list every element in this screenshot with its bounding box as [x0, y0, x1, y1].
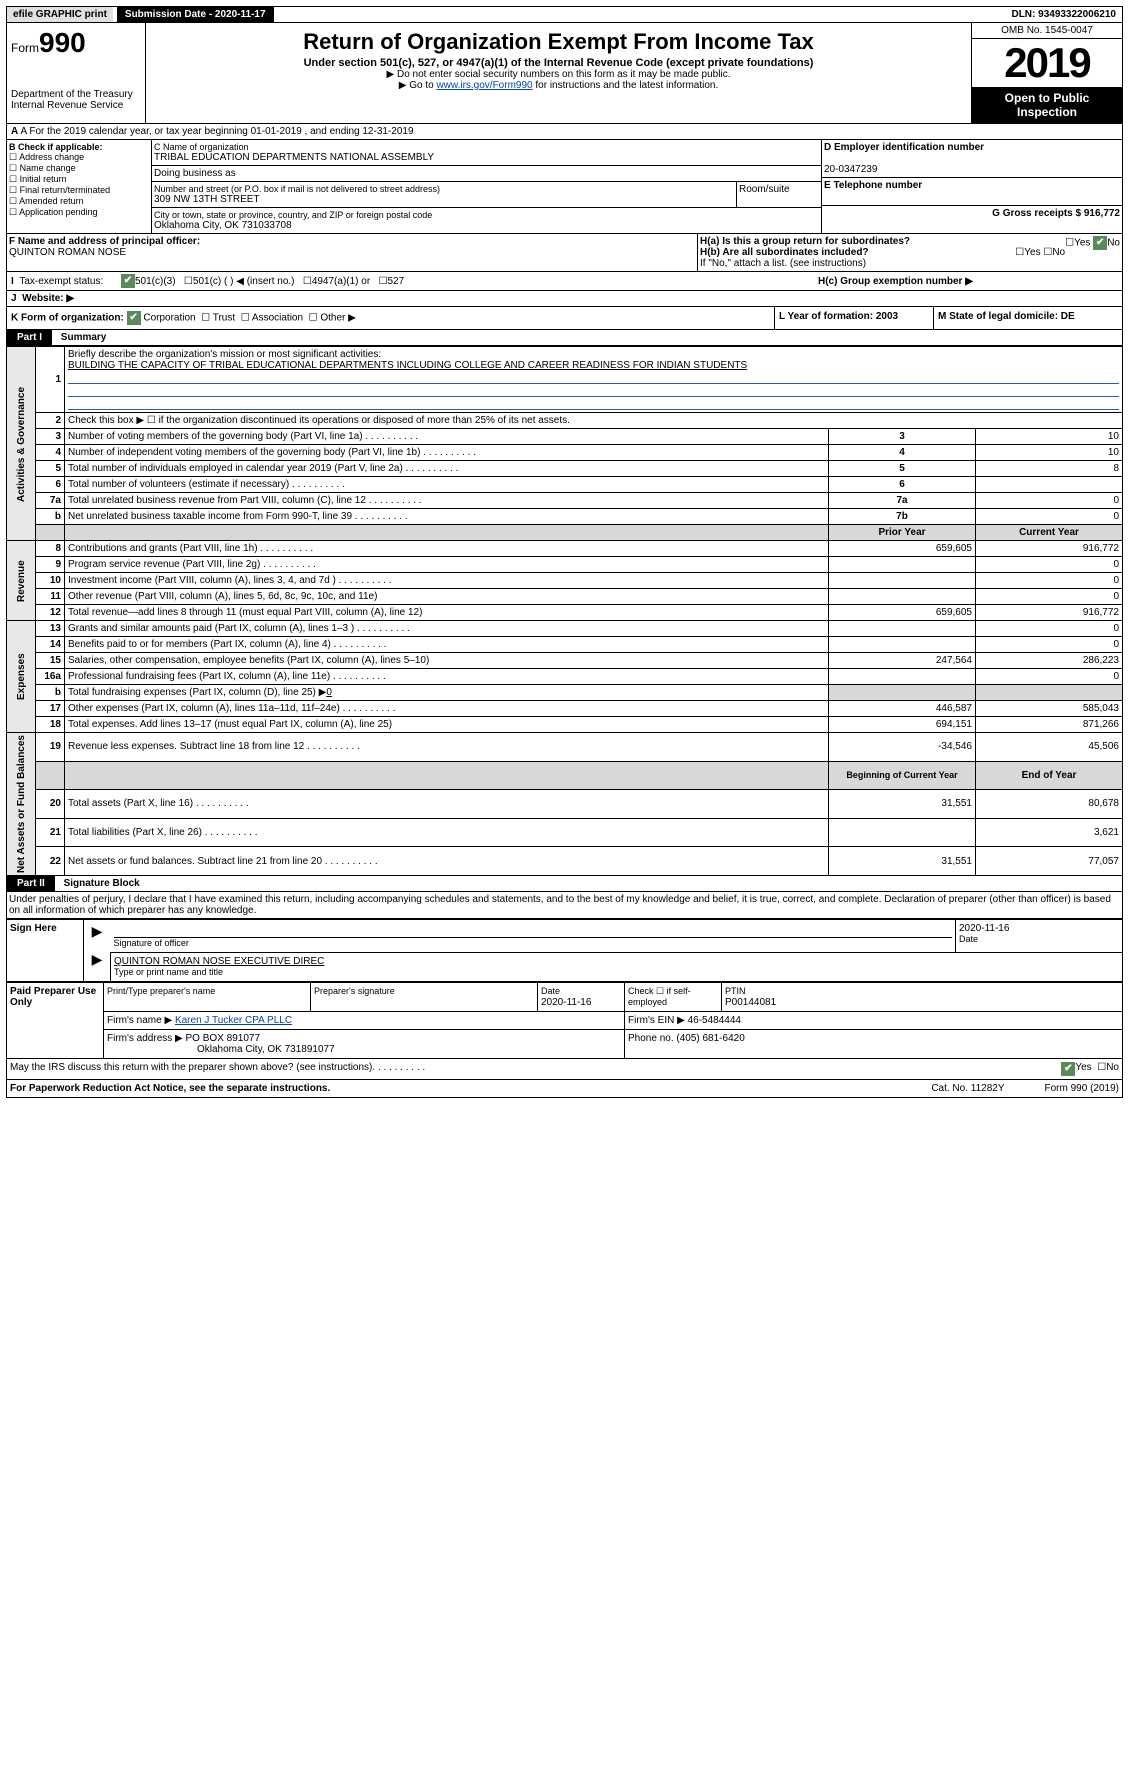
- side-activities: Activities & Governance: [7, 347, 36, 541]
- row-i: I Tax-exempt status: ✔ 501(c)(3) ☐ 501(c…: [6, 272, 1123, 291]
- row-k: K Form of organization: ✔ Corporation ☐ …: [6, 307, 1123, 330]
- submission-date: Submission Date - 2020-11-17: [117, 7, 274, 22]
- ein: 20-0347239: [824, 164, 877, 175]
- dln-label: DLN: 93493322006210: [1005, 7, 1122, 22]
- meta-row: B Check if applicable: ☐ Address change …: [6, 140, 1123, 234]
- form-header: Form990 Department of the Treasury Inter…: [6, 23, 1123, 124]
- col-b: B Check if applicable: ☐ Address change …: [7, 140, 152, 233]
- state-domicile: M State of legal domicile: DE: [938, 311, 1075, 322]
- principal-officer: QUINTON ROMAN NOSE: [9, 247, 126, 258]
- efile-label: efile GRAPHIC print: [7, 7, 113, 22]
- firm-name-link[interactable]: Karen J Tucker CPA PLLC: [175, 1015, 292, 1026]
- row-j: J Website: ▶: [6, 291, 1123, 307]
- street-address: 309 NW 13TH STREET: [154, 194, 734, 205]
- row-f-h: F Name and address of principal officer:…: [6, 234, 1123, 272]
- row-a: A A For the 2019 calendar year, or tax y…: [6, 124, 1123, 140]
- check-501c3: ✔: [121, 274, 135, 288]
- subtitle-1: Under section 501(c), 527, or 4947(a)(1)…: [150, 57, 967, 69]
- irs-link[interactable]: www.irs.gov/Form990: [436, 80, 532, 91]
- mission: BUILDING THE CAPACITY OF TRIBAL EDUCATIO…: [68, 360, 747, 371]
- discuss-row: May the IRS discuss this return with the…: [6, 1059, 1123, 1080]
- city-state-zip: Oklahoma City, OK 731033708: [154, 220, 819, 231]
- footer-row: For Paperwork Reduction Act Notice, see …: [6, 1080, 1123, 1098]
- side-expenses: Expenses: [7, 621, 36, 733]
- part-ii-header: Part II Signature Block: [6, 876, 1123, 892]
- sign-here-block: Sign Here ▶▶ Signature of officer 2020-1…: [6, 919, 1123, 982]
- top-bar: efile GRAPHIC print Submission Date - 20…: [6, 6, 1123, 23]
- side-net-assets: Net Assets or Fund Balances: [7, 733, 36, 876]
- dept-irs: Internal Revenue Service: [11, 100, 141, 111]
- org-name: TRIBAL EDUCATION DEPARTMENTS NATIONAL AS…: [154, 152, 819, 163]
- open-public: Open to Public Inspection: [972, 87, 1122, 123]
- dept-treasury: Department of the Treasury: [11, 89, 141, 100]
- form-title: Return of Organization Exempt From Incom…: [150, 29, 967, 55]
- gross-receipts: G Gross receipts $ 916,772: [992, 208, 1120, 219]
- form-number: Form990: [11, 27, 141, 59]
- tax-year: 2019: [972, 39, 1122, 87]
- officer-name: QUINTON ROMAN NOSE EXECUTIVE DIREC: [114, 956, 324, 967]
- omb-number: OMB No. 1545-0047: [972, 23, 1122, 39]
- paid-preparer-block: Paid Preparer Use Only Print/Type prepar…: [6, 982, 1123, 1059]
- year-formation: L Year of formation: 2003: [779, 311, 898, 322]
- subtitle-2: ▶ Do not enter social security numbers o…: [150, 69, 967, 80]
- col-c: C Name of organization TRIBAL EDUCATION …: [152, 140, 821, 233]
- dba-label: Doing business as: [152, 166, 821, 182]
- part-i-header: Part I Summary: [6, 330, 1123, 346]
- room-suite: Room/suite: [737, 182, 821, 208]
- declaration: Under penalties of perjury, I declare th…: [6, 892, 1123, 919]
- subtitle-3: ▶ Go to www.irs.gov/Form990 for instruct…: [150, 80, 967, 91]
- summary-table: Activities & Governance 1 Briefly descri…: [6, 346, 1123, 876]
- col-de: D Employer identification number 20-0347…: [821, 140, 1122, 233]
- side-revenue: Revenue: [7, 541, 36, 621]
